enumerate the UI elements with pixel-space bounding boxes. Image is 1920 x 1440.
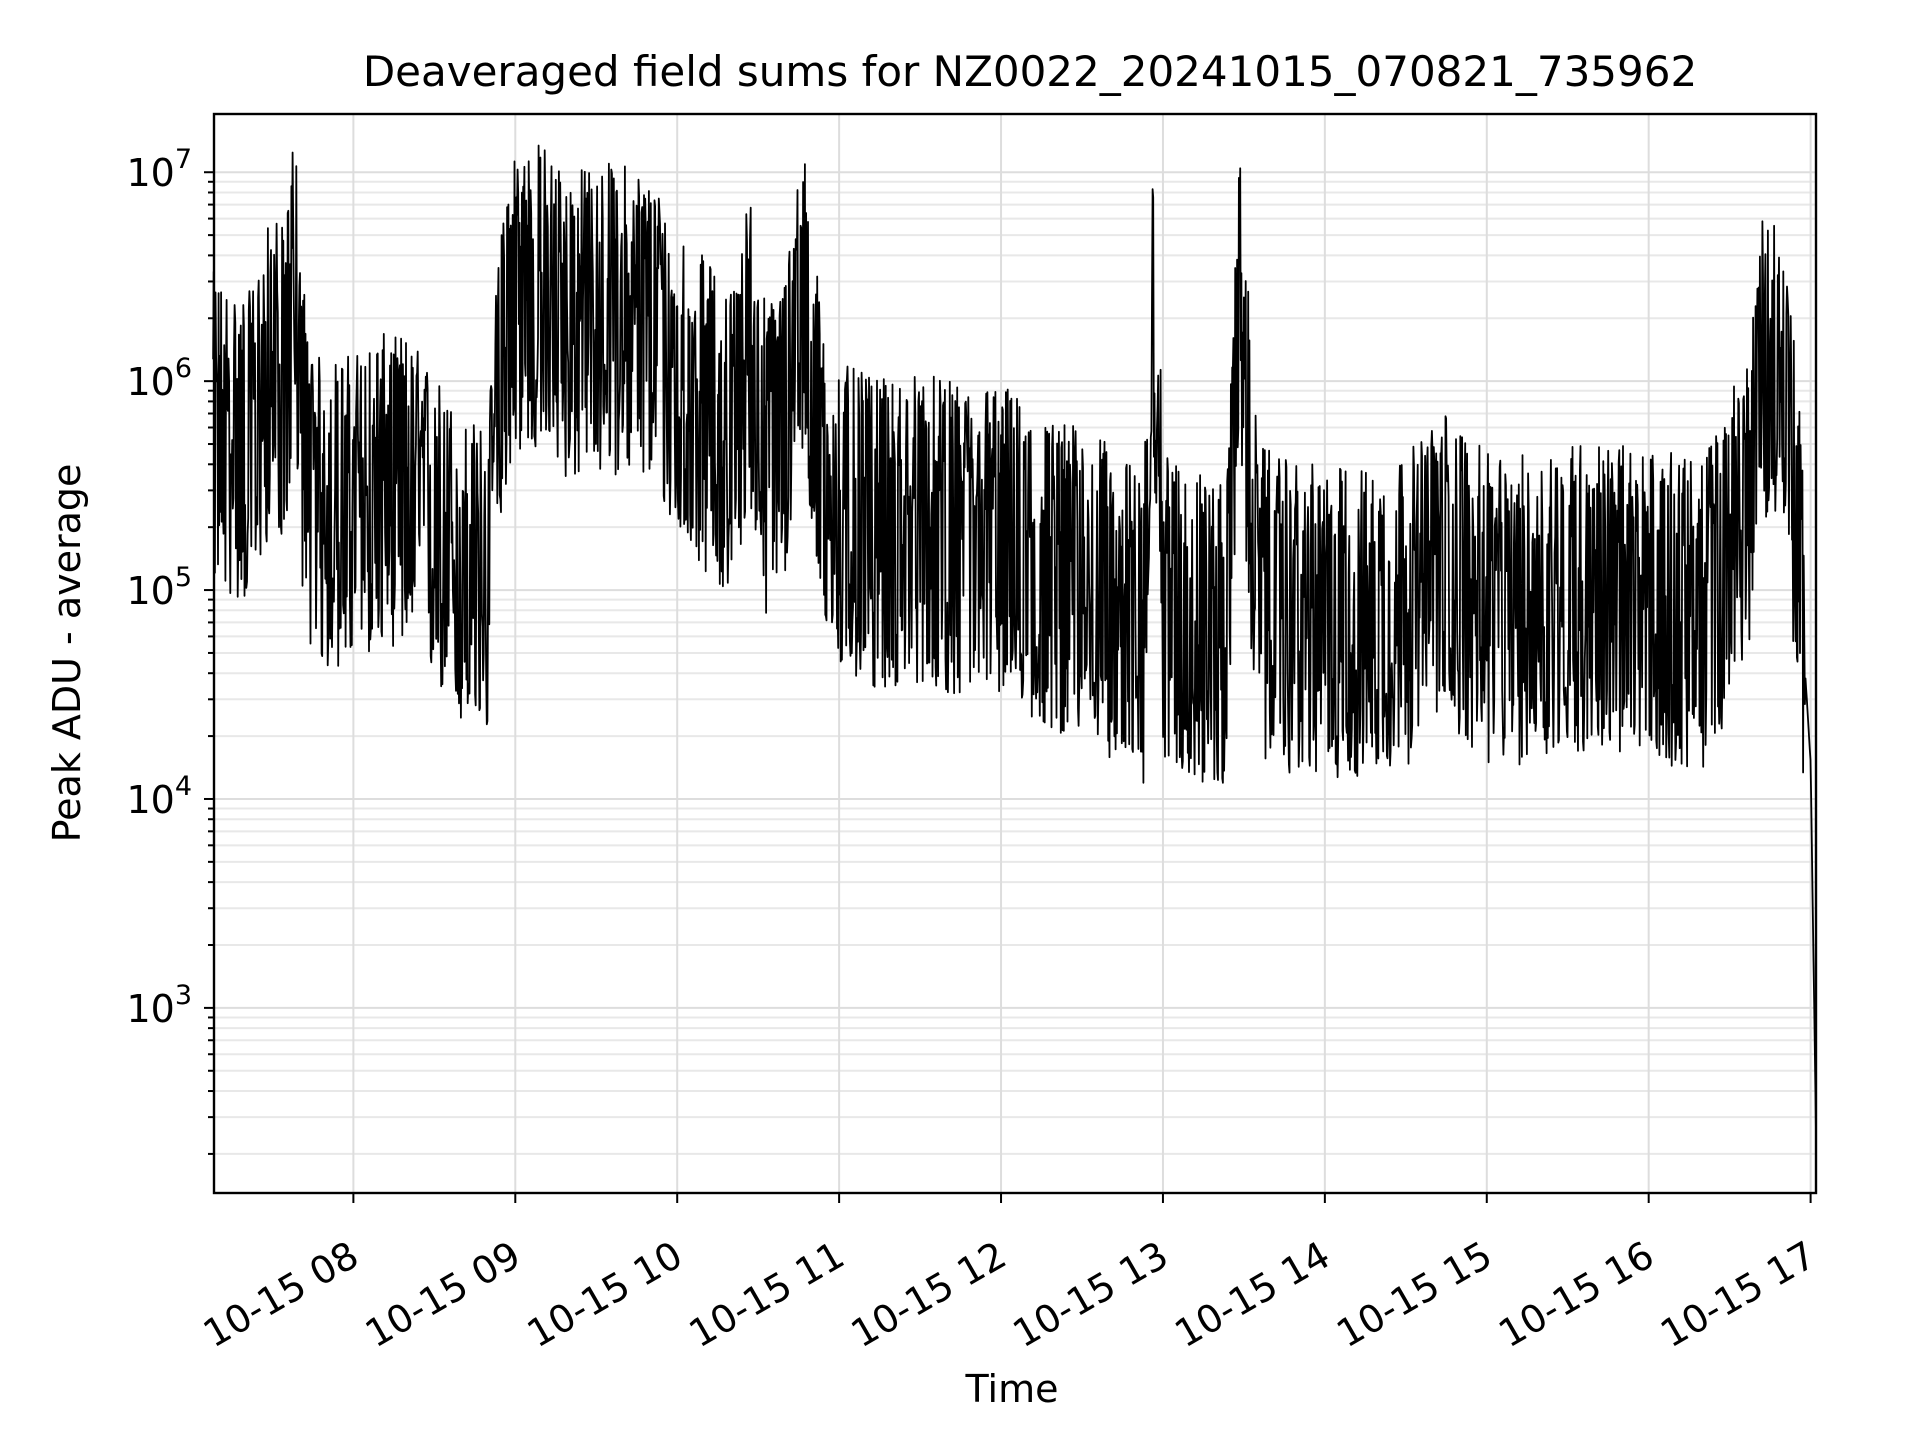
x-axis-label: Time [965, 1367, 1059, 1411]
chart-title: Deaveraged field sums for NZ0022_2024101… [363, 47, 1697, 96]
x-tick-label: 10-15 11 [682, 1233, 852, 1357]
x-tick-label: 10-15 08 [196, 1233, 366, 1357]
x-tick-label: 10-15 13 [1005, 1233, 1175, 1357]
x-tick-label: 10-15 15 [1329, 1233, 1499, 1357]
x-tick-label: 10-15 16 [1491, 1233, 1661, 1357]
x-tick-label: 10-15 09 [358, 1233, 528, 1357]
x-tick-label: 10-15 14 [1167, 1233, 1337, 1357]
y-tick-label: 105 [126, 562, 192, 613]
x-tick-label: 10-15 10 [520, 1233, 690, 1357]
y-tick-label: 104 [126, 771, 192, 822]
x-tick-label: 10-15 12 [844, 1233, 1014, 1357]
y-tick-label: 103 [126, 980, 192, 1031]
y-axis: 103 104 105 106 107 [126, 144, 214, 1155]
y-axis-label: Peak ADU - average [45, 464, 89, 843]
series-line [212, 144, 1817, 1134]
y-tick-label: 106 [126, 353, 192, 404]
y-tick-label: 107 [126, 144, 192, 195]
data-series [212, 144, 1817, 1134]
x-tick-label: 10-15 17 [1653, 1233, 1823, 1357]
